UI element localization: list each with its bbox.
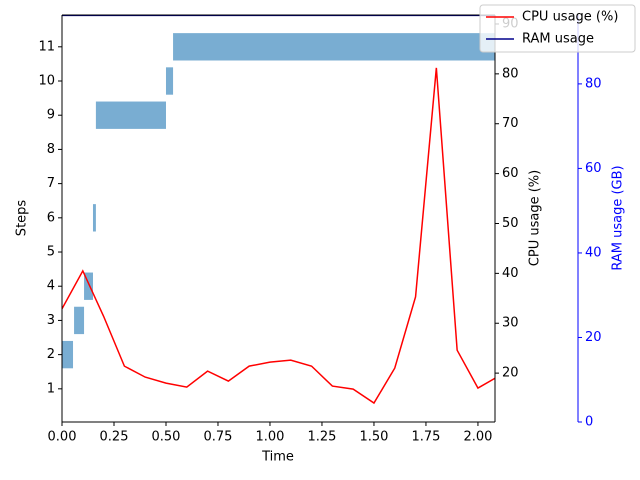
y-tick-label: 10 <box>38 74 55 89</box>
bar <box>62 340 74 369</box>
plot-area <box>62 15 495 405</box>
y2-tick-label: 20 <box>502 366 519 381</box>
bar <box>84 272 93 300</box>
bar <box>173 33 495 61</box>
x-axis-label: Time <box>261 450 294 465</box>
y2-tick-label: 40 <box>502 266 519 281</box>
x-tick-label: 0.50 <box>152 430 181 445</box>
y2-tick-label: 80 <box>502 66 519 81</box>
bar <box>165 67 174 95</box>
y2-axis-label: CPU usage (%) <box>528 170 543 266</box>
x-tick-label: 1.75 <box>411 430 440 445</box>
line <box>62 67 495 405</box>
legend-label: RAM usage <box>522 32 594 47</box>
y-tick-label: 9 <box>47 108 55 123</box>
y-tick-label: 11 <box>38 39 55 54</box>
bar <box>74 306 85 335</box>
y-tick-label: 3 <box>47 313 55 328</box>
y3-tick-label: 20 <box>585 330 602 345</box>
x-tick-label: 1.50 <box>359 430 388 445</box>
x-tick-label: 0.25 <box>100 430 129 445</box>
x-tick-label: 1.25 <box>307 430 336 445</box>
x-tick-label: 0.75 <box>204 430 233 445</box>
y-tick-label: 2 <box>47 347 55 362</box>
y2-tick-label: 30 <box>502 316 519 331</box>
y2-tick-label: 50 <box>502 216 519 231</box>
y3-tick-label: 60 <box>585 161 602 176</box>
x-tick-label: 0.00 <box>48 430 77 445</box>
y-tick-label: 4 <box>47 279 55 294</box>
y3-tick-label: 80 <box>585 76 602 91</box>
y3-axis-label: RAM usage (GB) <box>611 165 626 270</box>
y-tick-label: 8 <box>47 142 55 157</box>
y-axis-label: Steps <box>15 200 30 237</box>
y-tick-label: 6 <box>47 210 55 225</box>
y-tick-label: 1 <box>47 381 55 396</box>
y3-tick-label: 40 <box>585 245 602 260</box>
y-tick-label: 7 <box>47 176 55 191</box>
y2-tick-label: 70 <box>502 116 519 131</box>
legend-box <box>479 4 636 53</box>
x-tick-label: 2.00 <box>463 430 492 445</box>
y-tick-label: 5 <box>47 245 55 260</box>
y3-tick-label: 0 <box>585 415 593 430</box>
y2-tick-label: 60 <box>502 166 519 181</box>
bar <box>92 204 96 232</box>
x-tick-label: 1.00 <box>255 430 284 445</box>
legend-label: CPU usage (%) <box>522 10 618 25</box>
bar <box>95 101 166 129</box>
